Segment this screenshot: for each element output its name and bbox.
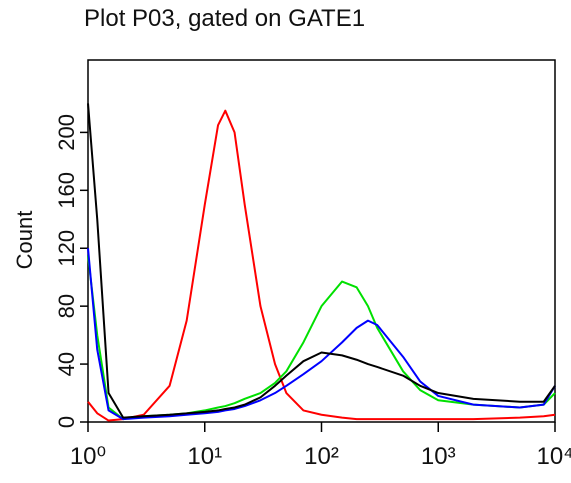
x-tick-label: 10¹ <box>187 443 222 470</box>
x-tick-label: 10³ <box>421 443 456 470</box>
y-tick-label: 160 <box>54 172 79 209</box>
x-tick-label: 10⁴ <box>536 443 571 470</box>
x-tick-label: 10² <box>304 443 339 470</box>
plot-frame <box>87 59 556 423</box>
y-tick-label: 120 <box>54 230 79 267</box>
series-line <box>87 109 556 422</box>
y-tick-label: 40 <box>54 352 79 376</box>
y-tick-label: 0 <box>54 416 79 428</box>
y-tick-label: 200 <box>54 114 79 151</box>
chart-title: Plot P03, gated on GATE1 <box>84 5 365 32</box>
y-tick-label: 80 <box>54 294 79 318</box>
x-tick-label: 10⁰ <box>70 443 106 470</box>
series-line <box>87 255 556 421</box>
y-axis-label: Count <box>12 211 37 270</box>
series-line <box>87 103 556 419</box>
series-line <box>87 248 556 421</box>
